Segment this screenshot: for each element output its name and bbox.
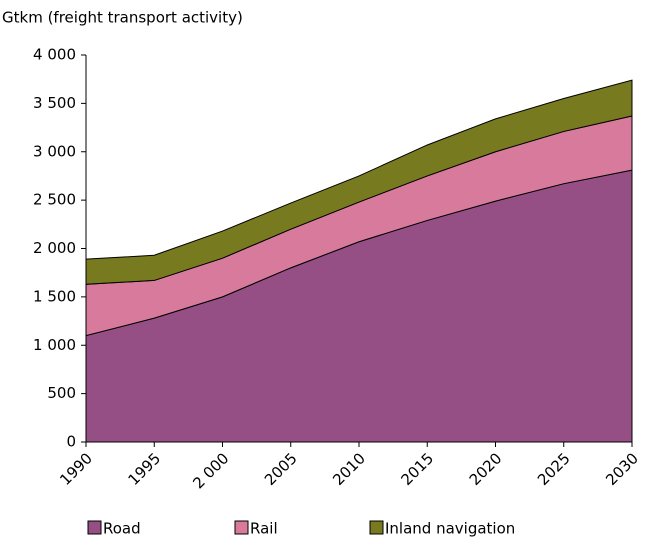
x-tick-label: 2025 <box>534 449 574 489</box>
legend-swatch <box>234 520 249 535</box>
y-tick-label: 2 500 <box>33 191 76 209</box>
x-tick-label: 2030 <box>602 449 642 489</box>
legend-label: Road <box>103 520 141 538</box>
y-tick-label: 500 <box>47 384 76 402</box>
x-tick-label: 2005 <box>261 449 301 489</box>
legend-label: Rail <box>250 520 278 538</box>
y-tick-label: 1 000 <box>33 336 76 354</box>
y-tick-label: 0 <box>66 433 76 451</box>
y-tick-label: 3 500 <box>33 94 76 112</box>
x-tick-label: 2010 <box>329 449 369 489</box>
x-tick-label: 2015 <box>398 449 438 489</box>
x-tick-label: 1990 <box>56 449 96 489</box>
area <box>85 79 633 285</box>
x-tick-label: 2 000 <box>189 449 232 492</box>
chart-title: Gtkm (freight transport activity) <box>2 9 243 27</box>
legend-swatch <box>369 520 384 535</box>
legend-label: Inland navigation <box>385 520 515 538</box>
legend-swatch <box>87 520 102 535</box>
x-tick-label: 2020 <box>466 449 506 489</box>
x-tick-label: 1995 <box>125 449 165 489</box>
y-tick-label: 3 000 <box>33 142 76 160</box>
y-tick-label: 2 000 <box>33 239 76 257</box>
y-tick-label: 1 500 <box>33 287 76 305</box>
y-tick-label: 4 000 <box>33 46 76 64</box>
